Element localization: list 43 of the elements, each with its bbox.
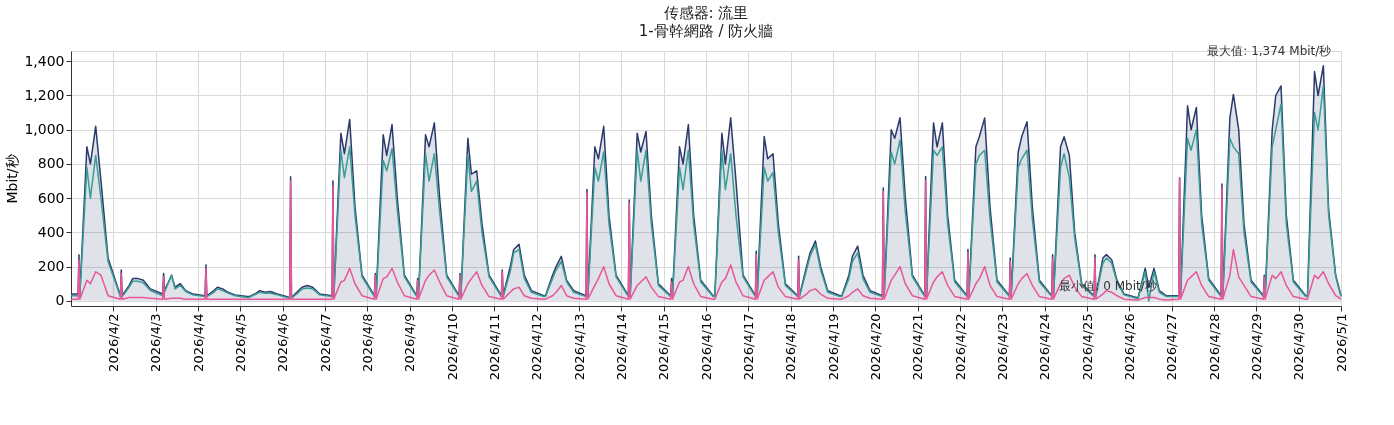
x-tick-label: 2026/4/27 [1164, 313, 1180, 381]
x-tick-label: 2026/4/5 [232, 313, 248, 372]
x-tick-label: 2026/4/24 [1037, 313, 1053, 381]
x-tick-label: 2026/4/28 [1206, 313, 1222, 381]
y-tick-label: 1,200 [24, 87, 65, 103]
x-tick-label: 2026/4/25 [1079, 313, 1095, 381]
x-tick-label: 2026/4/2 [105, 313, 121, 372]
x-tick-label: 2026/4/4 [190, 313, 206, 372]
x-tick-label: 2026/4/14 [613, 313, 629, 381]
annotation: 最大值: 1,374 Mbit/秒 [1207, 43, 1332, 58]
x-tick-label: 2026/4/13 [571, 313, 587, 381]
x-tick-label: 2026/4/7 [317, 313, 333, 372]
y-tick-label: 200 [37, 258, 65, 275]
x-tick-label: 2026/4/22 [952, 313, 968, 381]
x-tick-label: 2026/4/17 [740, 313, 756, 381]
x-tick-label: 2026/4/21 [910, 313, 926, 381]
x-tick-label: 2026/4/30 [1291, 313, 1307, 381]
x-tick-label: 2026/4/6 [275, 313, 291, 372]
y-tick-label: 0 [55, 292, 65, 309]
y-tick-label: 1,400 [24, 52, 65, 69]
x-tick-label: 2026/4/26 [1121, 313, 1137, 381]
chart-subtitle: 1-骨幹網路 / 防火牆 [638, 21, 774, 40]
x-tick-label: 2026/5/1 [1333, 313, 1349, 372]
y-tick-label: 800 [37, 155, 65, 172]
line-series [70, 177, 1342, 301]
x-tick-label: 2026/4/10 [444, 313, 460, 381]
x-tick-label: 2026/4/8 [359, 313, 375, 372]
y-tick-label: 600 [37, 189, 65, 206]
chart-title: 传感器: 流里 [663, 3, 749, 22]
x-tick-label: 2026/4/15 [656, 313, 672, 381]
x-tick-label: 2026/4/3 [148, 313, 164, 372]
y-tick-label: 1,000 [24, 121, 65, 138]
x-tick-label: 2026/4/29 [1248, 313, 1264, 381]
x-tick-label: 2026/4/23 [994, 313, 1010, 381]
x-tick-label: 2026/4/9 [402, 313, 418, 372]
y-axis-title: Mbit/秒 [4, 154, 21, 204]
x-tick-label: 2026/4/19 [825, 313, 841, 381]
y-tick-label: 400 [37, 223, 65, 240]
x-tick-label: 2026/4/18 [783, 313, 799, 381]
x-tick-label: 2026/4/20 [867, 313, 883, 381]
x-tick-label: 2026/4/12 [529, 313, 545, 381]
x-tick-label: 2026/4/11 [486, 313, 502, 381]
x-tick-label: 2026/4/16 [698, 313, 714, 381]
